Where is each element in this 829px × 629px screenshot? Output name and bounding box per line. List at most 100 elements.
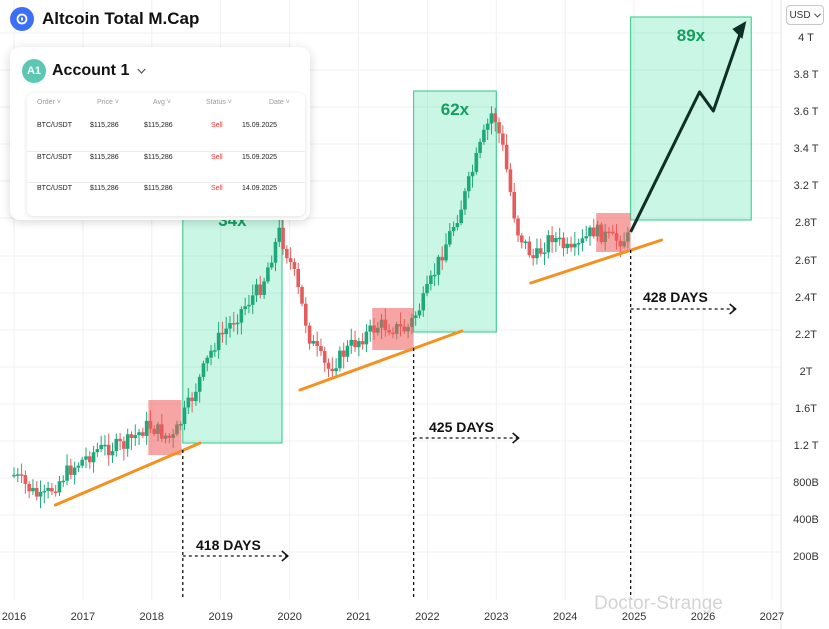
y-tick-label: 4 T: [798, 32, 814, 44]
col-avg[interactable]: Avg ˅: [153, 99, 171, 106]
candle-body: [220, 332, 225, 335]
row-date: 14.09.2025: [242, 185, 278, 192]
x-tick-label: 2024: [553, 611, 577, 623]
chevron-down-icon: [137, 65, 146, 77]
chevron-down-icon: [813, 10, 821, 21]
col-order[interactable]: Order ˅: [37, 99, 61, 106]
table-row[interactable]: BTC/USDT $115,286 $115,286 Sell 15.09.20…: [27, 151, 305, 164]
candle-body: [190, 397, 194, 402]
candle-body: [546, 235, 551, 253]
candle-body: [186, 397, 191, 408]
candle-body: [254, 284, 259, 296]
row-status: Sell: [211, 154, 223, 161]
candle-body: [34, 487, 39, 497]
candle-body: [243, 306, 247, 310]
y-tick-label: 2T: [800, 366, 813, 378]
candle-body: [76, 465, 81, 468]
multiplier-label: 89x: [677, 26, 706, 45]
candle-body: [417, 310, 422, 316]
candle-body: [523, 241, 528, 244]
row-status: Sell: [211, 122, 223, 129]
candle-body: [110, 451, 115, 456]
candle-body: [114, 438, 119, 452]
candle-body: [519, 235, 524, 243]
col-status[interactable]: Status ˅: [206, 99, 232, 106]
candle-body: [182, 407, 187, 424]
candle-body: [504, 144, 509, 170]
col-date[interactable]: Date ˅: [269, 99, 290, 106]
x-tick-label: 2023: [484, 611, 508, 623]
trendline: [53, 441, 202, 507]
candle-body: [235, 322, 240, 325]
candle-body: [231, 323, 236, 325]
candle-body: [357, 341, 361, 348]
candle-body: [338, 350, 342, 369]
candle-body: [463, 191, 467, 210]
table-row[interactable]: BTC/USDT $115,286 $115,286 Sell 14.09.20…: [27, 182, 305, 195]
candle-body: [508, 169, 513, 192]
accumulation-box: [596, 213, 631, 252]
row-price: $115,286: [90, 154, 119, 161]
x-tick-label: 2021: [346, 611, 370, 623]
row-avg: $115,286: [144, 185, 173, 192]
candle-body: [224, 328, 229, 335]
col-price[interactable]: Price ˅: [97, 99, 119, 106]
account-card: A1 Account 1 Order ˅ Price ˅ Avg ˅ Statu…: [10, 47, 310, 220]
altcoin-logo-icon: [10, 7, 34, 31]
candle-body: [197, 376, 202, 392]
candle-body: [269, 262, 274, 268]
candle-body: [341, 350, 346, 357]
candle-body: [501, 133, 505, 145]
y-tick-label: 200B: [793, 551, 819, 563]
candle-body: [129, 434, 134, 439]
candle-body: [258, 284, 263, 295]
y-tick-label: 2.2T: [795, 329, 817, 341]
row-date: 15.09.2025: [242, 154, 278, 161]
candle-body: [201, 363, 206, 377]
candle-body: [542, 252, 547, 254]
candle-body: [474, 152, 479, 172]
candle-body: [277, 227, 282, 242]
candle-body: [493, 113, 498, 123]
y-tick-label: 2.8T: [795, 217, 817, 229]
candle-body: [228, 323, 232, 329]
chart-title: Altcoin Total M.Cap: [42, 9, 200, 28]
watermark: Doctor-Strange: [594, 593, 723, 614]
account-selector[interactable]: A1 Account 1: [22, 59, 146, 83]
candle-body: [444, 244, 448, 261]
x-tick-label: 2019: [208, 611, 232, 623]
row-order: BTC/USDT: [37, 154, 72, 161]
candle-body: [447, 231, 452, 245]
candle-body: [311, 340, 316, 344]
candle-body: [497, 122, 501, 134]
candle-body: [353, 339, 357, 348]
y-tick-label: 3.2 T: [794, 180, 819, 192]
candle-body: [345, 345, 350, 357]
candle-body: [288, 258, 293, 263]
candle-body: [125, 434, 130, 449]
projection-arrow-head-icon: [732, 21, 747, 39]
row-order: BTC/USDT: [37, 185, 72, 192]
candle-body: [50, 487, 54, 492]
candle-body: [330, 368, 335, 372]
candle-body: [42, 490, 47, 493]
candle-body: [53, 491, 58, 493]
x-tick-label: 2022: [415, 611, 439, 623]
table-row[interactable]: BTC/USDT $115,286 $115,286 Sell 15.09.20…: [27, 120, 305, 132]
x-tick-label: 2026: [691, 611, 715, 623]
candle-body: [137, 432, 141, 436]
trendline: [298, 329, 464, 392]
candle-body: [103, 444, 107, 447]
candle-body: [516, 218, 520, 236]
candle-body: [84, 456, 88, 460]
row-avg: $115,286: [144, 154, 173, 161]
growth-zone: [630, 16, 752, 221]
candle-body: [281, 227, 285, 249]
candle-body: [300, 287, 304, 304]
candle-body: [368, 325, 373, 332]
currency-selector[interactable]: USD: [786, 5, 824, 25]
candle-body: [485, 123, 490, 130]
candle-body: [194, 391, 198, 402]
candle-body: [15, 474, 20, 476]
